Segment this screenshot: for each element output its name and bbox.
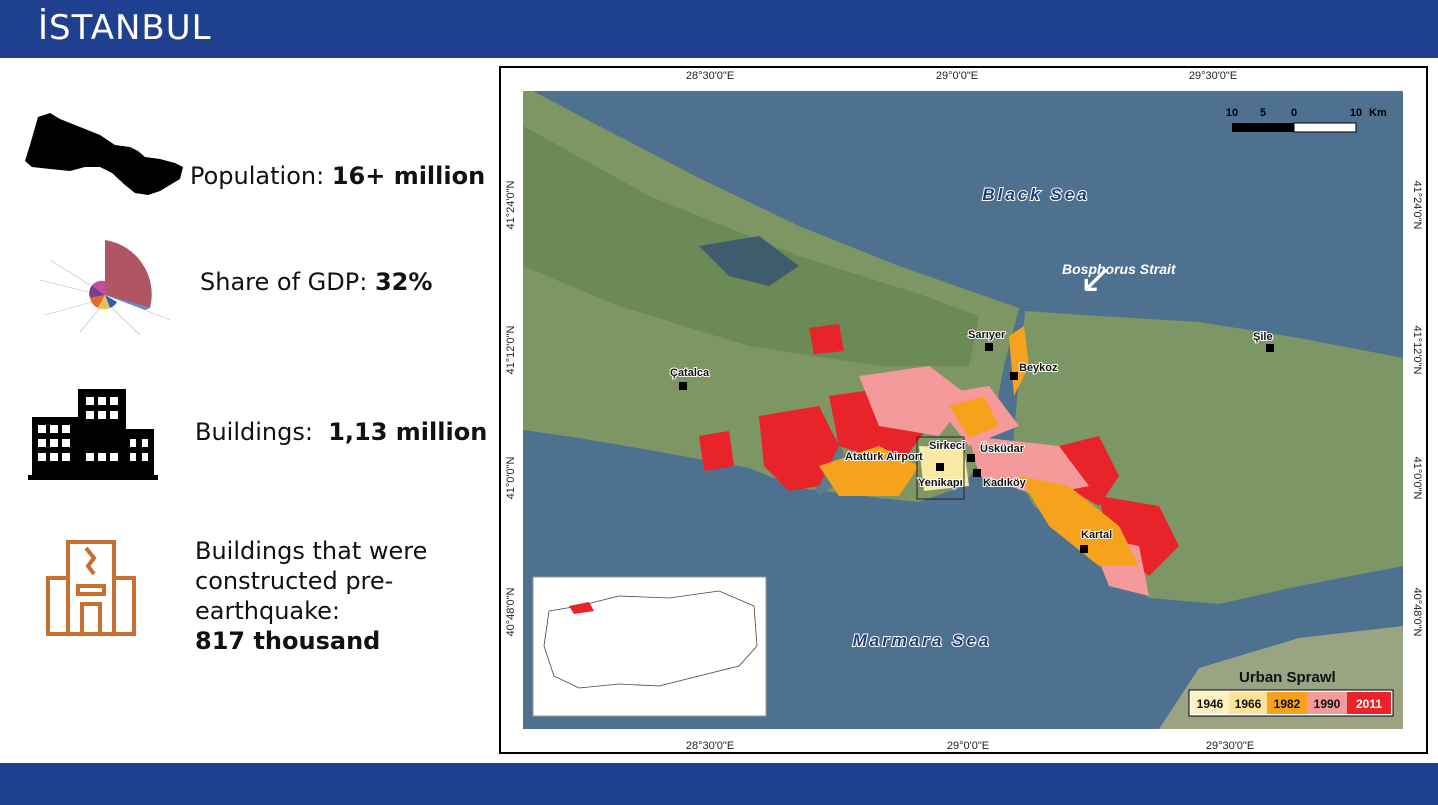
old-building-icon — [46, 540, 136, 636]
legend — [1188, 689, 1394, 717]
lon-tick-label: 29°0'0"E — [936, 70, 978, 82]
map: ↙ 28°30'0"E 28°30'0"E 29°0'0"E 29°0'0"E 29°3… — [499, 66, 1428, 754]
stat-population: Population: 16+ million — [190, 161, 485, 191]
stat-value: 817 thousand — [195, 627, 381, 655]
lat-tick-label: 41°24'0"N — [1411, 181, 1423, 230]
stat-pre-earthquake: Buildings that were constructed pre-eart… — [195, 536, 470, 656]
place-label: Sarıyer — [968, 329, 1006, 341]
istanbul-silhouette — [25, 113, 183, 195]
scale-label: 10 — [1226, 107, 1238, 119]
scale-unit: Km — [1369, 107, 1387, 119]
scale-label: 10 — [1350, 107, 1362, 119]
legend-year: 1990 — [1314, 697, 1341, 711]
place-label: Kadıköy — [983, 477, 1027, 489]
lon-tick-label: 29°30'0"E — [1206, 740, 1254, 752]
scale-label: 0 — [1291, 107, 1297, 119]
lon-tick-label: 29°30'0"E — [1189, 70, 1237, 82]
stat-buildings: Buildings: 1,13 million — [195, 417, 487, 447]
lat-tick-label: 40°48'0"N — [1411, 588, 1423, 637]
legend-year: 1966 — [1235, 697, 1262, 711]
place-label: Şile — [1253, 331, 1273, 343]
place-label: Beykoz — [1019, 362, 1058, 374]
place-label: Atatürk Airport — [845, 451, 923, 463]
strait-arrow: ↙ — [1079, 257, 1113, 301]
place-label: Üsküdar — [980, 442, 1025, 455]
sea-label: Black Sea — [982, 185, 1089, 204]
gdp-pie-icon — [39, 240, 171, 336]
place-label: Kartal — [1081, 529, 1112, 541]
lon-tick-label: 28°30'0"E — [686, 740, 734, 752]
stat-value: 16+ million — [331, 162, 486, 190]
scale-label: 5 — [1260, 107, 1266, 119]
legend-year: 1982 — [1274, 697, 1301, 711]
place-label: Çatalca — [670, 367, 710, 379]
legend-title: Urban Sprawl — [1239, 669, 1336, 686]
footer — [0, 763, 1438, 805]
legend-year: 1946 — [1197, 697, 1224, 711]
place-label: Yenikapı — [918, 477, 963, 489]
strait-label: Bosphorus Strait — [1062, 261, 1177, 277]
legend-year: 2011 — [1356, 697, 1382, 711]
header: İSTANBUL — [0, 0, 1438, 58]
sea-label: Marmara Sea — [853, 631, 992, 650]
lat-tick-label: 41°24'0"N — [505, 180, 517, 229]
stat-label: Buildings: — [195, 418, 313, 446]
place-label: Sirkeci — [929, 440, 965, 452]
stat-gdp: Share of GDP: 32% — [200, 267, 432, 297]
stat-label: Share of GDP: — [200, 268, 368, 296]
buildings-icon — [28, 389, 158, 480]
lat-tick-label: 41°0'0"N — [505, 457, 517, 500]
lat-tick-label: 41°12'0"N — [505, 325, 517, 374]
lat-tick-label: 41°0'0"N — [1411, 457, 1423, 500]
scale-bar — [1232, 122, 1357, 133]
stat-value: 32% — [374, 268, 433, 296]
inset-map — [532, 576, 767, 717]
place-markers — [679, 343, 1274, 553]
lat-tick-label: 41°12'0"N — [1411, 326, 1423, 375]
stat-label: Population: — [190, 162, 325, 190]
lon-tick-label: 29°0'0"E — [947, 740, 989, 752]
lat-tick-label: 40°48'0"N — [505, 587, 517, 636]
lon-tick-label: 28°30'0"E — [686, 70, 734, 82]
stat-value: 1,13 million — [328, 418, 488, 446]
stat-label: Buildings that were constructed pre-eart… — [195, 537, 428, 625]
title: İSTANBUL — [38, 8, 212, 48]
